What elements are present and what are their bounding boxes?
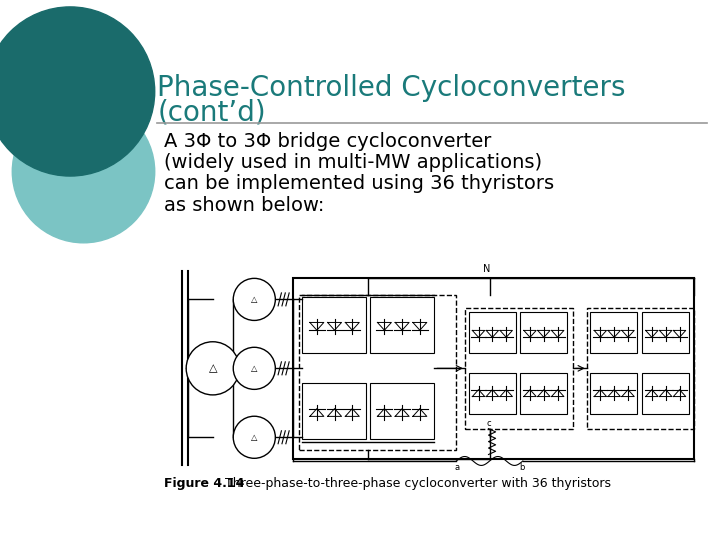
Circle shape — [233, 347, 275, 389]
Text: Three-phase-to-three-phase cycloconverter with 36 thyristors: Three-phase-to-three-phase cycloconverte… — [212, 477, 611, 490]
Bar — [590, 312, 637, 353]
Bar — [520, 312, 567, 353]
Bar — [642, 373, 689, 414]
Bar — [590, 373, 637, 414]
Bar — [302, 297, 366, 353]
Circle shape — [186, 342, 239, 395]
Bar — [587, 308, 695, 429]
Text: (widely used in multi-MW applications): (widely used in multi-MW applications) — [163, 153, 541, 172]
Bar — [469, 373, 516, 414]
Text: △: △ — [251, 364, 258, 373]
Text: △: △ — [209, 363, 217, 373]
Text: as shown below:: as shown below: — [163, 195, 324, 214]
Bar — [293, 278, 695, 459]
Bar — [520, 373, 567, 414]
Bar — [299, 295, 456, 450]
Text: (cont’d): (cont’d) — [158, 99, 266, 126]
Text: c: c — [486, 418, 491, 428]
Bar — [370, 297, 433, 353]
Text: Phase-Controlled Cycloconverters: Phase-Controlled Cycloconverters — [158, 73, 626, 102]
Text: N: N — [483, 264, 490, 274]
Text: △: △ — [251, 295, 258, 304]
Circle shape — [233, 278, 275, 320]
Bar — [302, 383, 366, 440]
Bar — [642, 312, 689, 353]
Text: A 3Φ to 3Φ bridge cycloconverter: A 3Φ to 3Φ bridge cycloconverter — [163, 132, 491, 151]
Text: Figure 4.14: Figure 4.14 — [163, 477, 244, 490]
Bar — [370, 383, 433, 440]
Text: a: a — [455, 463, 460, 472]
Circle shape — [12, 100, 155, 243]
Bar — [469, 312, 516, 353]
Text: can be implemented using 36 thyristors: can be implemented using 36 thyristors — [163, 174, 554, 193]
Text: b: b — [519, 463, 524, 472]
Bar — [464, 308, 572, 429]
Circle shape — [0, 7, 155, 176]
Circle shape — [233, 416, 275, 458]
Text: △: △ — [251, 433, 258, 442]
